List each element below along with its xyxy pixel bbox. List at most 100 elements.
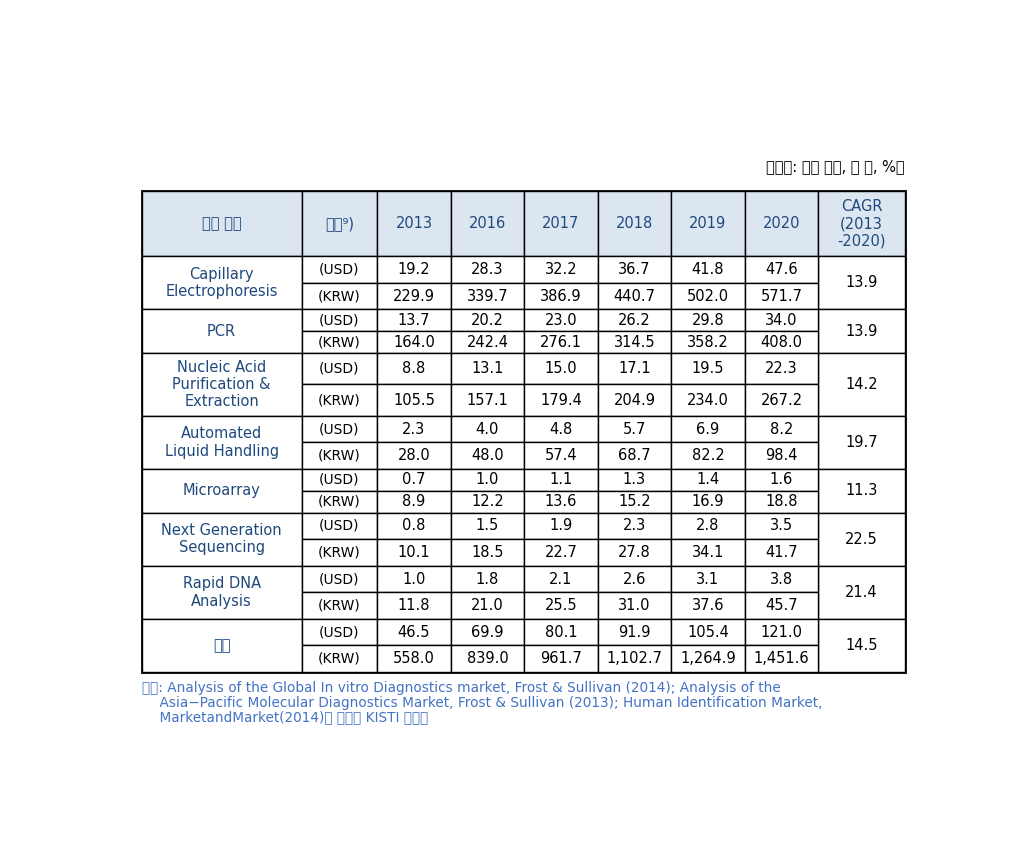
Text: 2019: 2019 [689, 216, 727, 231]
Text: 839.0: 839.0 [467, 651, 508, 667]
Text: (USD): (USD) [320, 572, 359, 586]
Bar [450, 645, 524, 672]
Text: 1,451.6: 1,451.6 [753, 651, 810, 667]
Bar [597, 310, 671, 332]
Text: 4.8: 4.8 [549, 421, 573, 437]
Bar [671, 332, 744, 353]
Bar [597, 332, 671, 353]
Bar [744, 256, 818, 283]
Text: 45.7: 45.7 [765, 598, 797, 613]
Text: 3.5: 3.5 [770, 519, 793, 533]
Bar [597, 513, 671, 539]
Bar [302, 619, 377, 645]
Bar [302, 539, 377, 566]
Text: 합계: 합계 [213, 638, 231, 653]
Bar [142, 513, 302, 566]
Bar [142, 191, 905, 672]
Bar [142, 619, 302, 672]
Bar [524, 539, 597, 566]
Text: 12.2: 12.2 [471, 494, 503, 509]
Text: 31.0: 31.0 [619, 598, 650, 613]
Text: 358.2: 358.2 [687, 335, 729, 349]
Text: 19.7: 19.7 [845, 435, 878, 450]
Text: 82.2: 82.2 [691, 448, 724, 464]
Text: 276.1: 276.1 [540, 335, 582, 349]
Bar [377, 592, 450, 619]
Text: 1.6: 1.6 [770, 472, 793, 487]
Bar [142, 353, 302, 416]
Bar [744, 384, 818, 416]
Bar [524, 592, 597, 619]
Text: (KRW): (KRW) [319, 599, 360, 613]
Bar [142, 416, 302, 469]
Bar [818, 619, 905, 672]
Bar [450, 283, 524, 310]
Text: 36.7: 36.7 [619, 262, 650, 277]
Bar [377, 283, 450, 310]
Text: 571.7: 571.7 [761, 288, 803, 304]
Text: 15.0: 15.0 [544, 361, 577, 376]
Bar [524, 332, 597, 353]
Bar [377, 442, 450, 469]
Text: 105.5: 105.5 [393, 393, 435, 408]
Text: 11.8: 11.8 [398, 598, 430, 613]
Text: 8.8: 8.8 [402, 361, 426, 376]
Text: Nucleic Acid
Purification &
Extraction: Nucleic Acid Purification & Extraction [173, 360, 271, 409]
Text: 6.9: 6.9 [696, 421, 720, 437]
Text: (KRW): (KRW) [319, 495, 360, 508]
Text: (USD): (USD) [320, 422, 359, 437]
Bar [818, 310, 905, 353]
Bar [671, 353, 744, 384]
Text: 22.3: 22.3 [765, 361, 797, 376]
Bar [671, 592, 744, 619]
Bar [450, 191, 524, 256]
Text: 1,102.7: 1,102.7 [606, 651, 663, 667]
Bar [744, 645, 818, 672]
Text: 단위⁹): 단위⁹) [325, 216, 354, 231]
Text: 41.8: 41.8 [692, 262, 724, 277]
Text: 13.6: 13.6 [545, 494, 577, 509]
Bar [302, 353, 377, 384]
Text: 13.9: 13.9 [845, 276, 878, 290]
Text: 19.2: 19.2 [397, 262, 430, 277]
Text: 0.7: 0.7 [402, 472, 426, 487]
Text: (USD): (USD) [320, 473, 359, 487]
Text: 1.5: 1.5 [476, 519, 499, 533]
Text: 4.0: 4.0 [476, 421, 499, 437]
Text: 1.1: 1.1 [549, 472, 573, 487]
Text: 1.3: 1.3 [623, 472, 646, 487]
Text: (USD): (USD) [320, 625, 359, 640]
Text: 자료: Analysis of the Global In vitro Diagnostics market, Frost & Sullivan (2014);: 자료: Analysis of the Global In vitro Diag… [142, 681, 780, 695]
Text: 17.1: 17.1 [618, 361, 650, 376]
Text: 2.3: 2.3 [623, 519, 646, 533]
Text: 3.1: 3.1 [696, 572, 720, 586]
Bar [744, 491, 818, 513]
Bar [524, 619, 597, 645]
Text: 0.8: 0.8 [402, 519, 426, 533]
Bar [142, 469, 302, 513]
Bar [377, 619, 450, 645]
Text: 5.7: 5.7 [623, 421, 646, 437]
Bar [597, 619, 671, 645]
Text: (USD): (USD) [320, 362, 359, 376]
Text: 267.2: 267.2 [761, 393, 803, 408]
Bar [142, 191, 302, 256]
Text: 21.0: 21.0 [471, 598, 503, 613]
Text: 18.5: 18.5 [472, 545, 503, 560]
Text: 121.0: 121.0 [761, 624, 803, 640]
Bar [377, 384, 450, 416]
Bar [524, 256, 597, 283]
Bar [302, 442, 377, 469]
Bar [818, 353, 905, 416]
Bar [671, 469, 744, 491]
Bar [597, 191, 671, 256]
Text: (KRW): (KRW) [319, 335, 360, 349]
Text: 28.0: 28.0 [397, 448, 430, 464]
Bar [377, 256, 450, 283]
Bar [302, 513, 377, 539]
Bar [744, 566, 818, 592]
Text: Microarray: Microarray [183, 483, 260, 498]
Bar [450, 416, 524, 442]
Text: 28.3: 28.3 [472, 262, 503, 277]
Text: 29.8: 29.8 [691, 313, 724, 328]
